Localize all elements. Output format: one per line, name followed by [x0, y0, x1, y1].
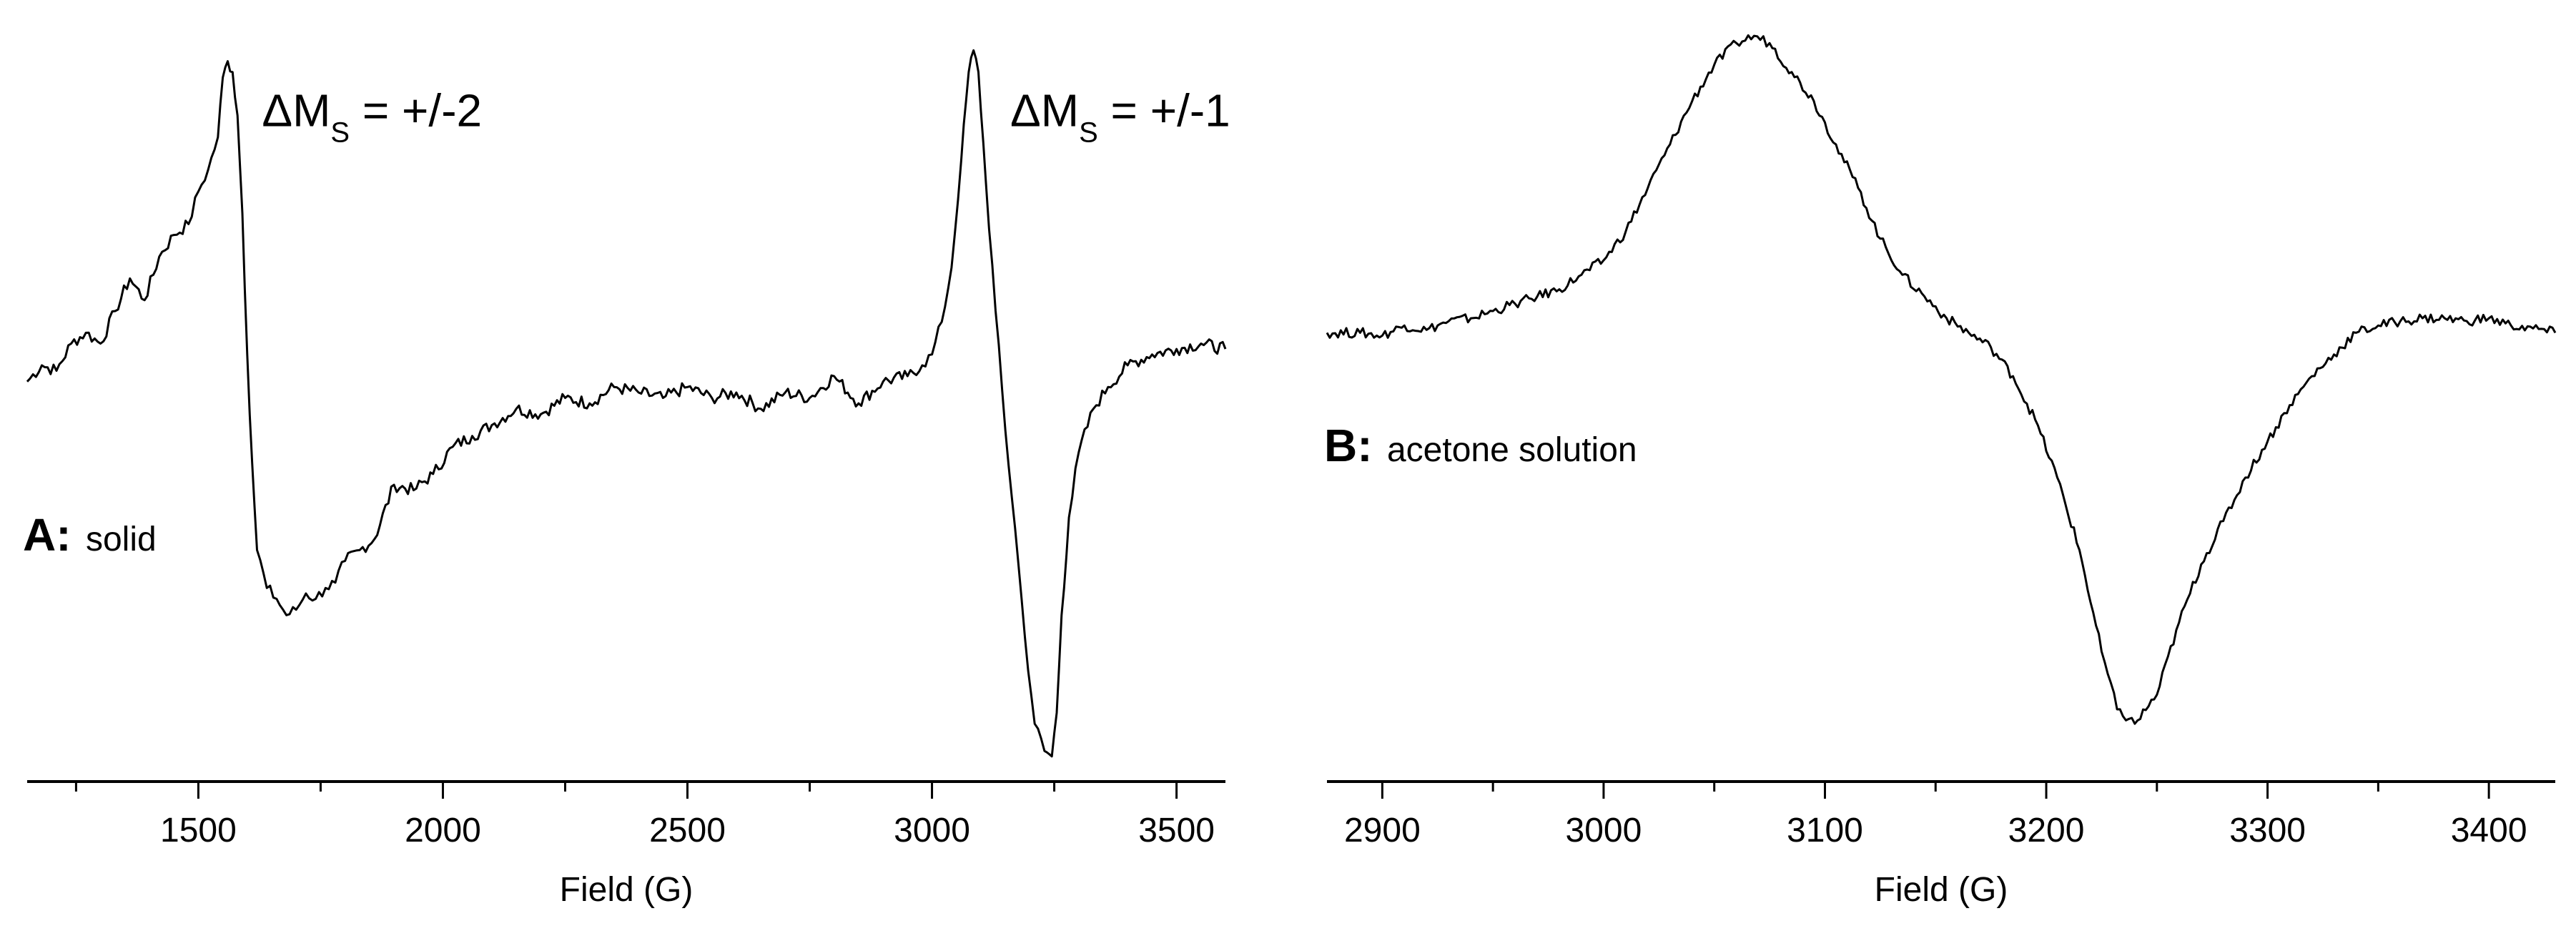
- panel-a-annotation-1: ΔMS = +/-1: [1010, 85, 1230, 149]
- panel-a-annotation-0: ΔMS = +/-2: [262, 85, 482, 149]
- panel-a-series-line: [26, 49, 1227, 758]
- panel-a-ticks: [74, 782, 1178, 799]
- panel-b-letter: B:: [1324, 420, 1373, 471]
- panel-a-tick-label-0: 1500: [160, 812, 237, 849]
- panel-a-tick-labels: 1500 2000 2500 3000 3500: [160, 812, 1215, 849]
- panel-b-tick-label-4: 3300: [2229, 812, 2306, 849]
- panel-b-label: B: acetone solution: [1324, 420, 1637, 471]
- panel-b-tick-label-5: 3400: [2451, 812, 2527, 849]
- panel-a-label: A: solid: [23, 509, 157, 561]
- panel-a-description: solid: [86, 521, 157, 558]
- panel-b-epr-spectrum: 2900 3000 3100 3200 3300 3400 Field (G) B: ac…: [1324, 34, 2557, 909]
- panel-a-tick-label-1: 2000: [405, 812, 481, 849]
- panel-a-tick-label-3: 3000: [894, 812, 970, 849]
- panel-b-tick-label-1: 3000: [1566, 812, 1642, 849]
- panel-b-tick-label-2: 3100: [1787, 812, 1863, 849]
- panel-a-epr-spectrum: 1500 2000 2500 3000 3500 Field (G) A: solid …: [23, 49, 1230, 909]
- panel-a-letter: A:: [23, 509, 71, 561]
- panel-b-series-line: [1326, 34, 2557, 725]
- panel-a-tick-label-2: 2500: [649, 812, 726, 849]
- panel-a-tick-label-4: 3500: [1138, 812, 1215, 849]
- panel-a-x-axis-label: Field (G): [560, 871, 694, 909]
- panel-b-description: acetone solution: [1387, 431, 1637, 469]
- panel-b-tick-label-0: 2900: [1344, 812, 1421, 849]
- panel-b-tick-labels: 2900 3000 3100 3200 3300 3400: [1344, 812, 2527, 849]
- panel-b-x-axis-label: Field (G): [1875, 871, 2008, 909]
- panel-a-annotations: ΔMS = +/-2 ΔMS = +/-1: [262, 85, 1230, 149]
- panel-b-tick-label-3: 3200: [2008, 812, 2085, 849]
- panel-b-ticks: [1381, 782, 2490, 799]
